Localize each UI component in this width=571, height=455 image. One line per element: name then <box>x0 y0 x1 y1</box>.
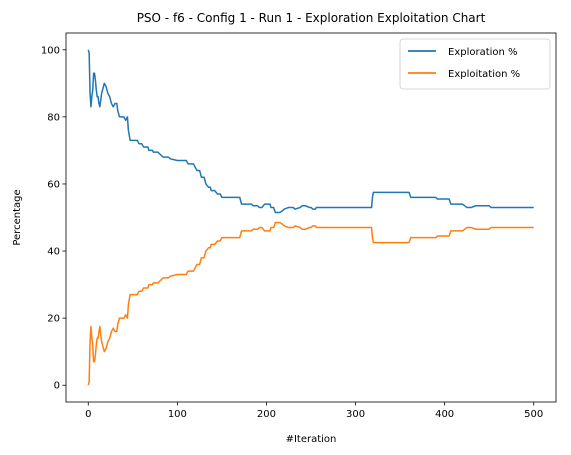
x-tick-label: 100 <box>168 409 187 420</box>
x-tick-label: 500 <box>524 409 543 420</box>
axes <box>65 32 557 403</box>
x-axis-label: #Iteration <box>286 434 337 445</box>
x-tick-label: 200 <box>257 409 276 420</box>
y-tick-label: 20 <box>47 314 60 325</box>
series-line-0 <box>87 49 534 214</box>
plot-area <box>87 49 534 386</box>
x-tick-label: 300 <box>346 409 365 420</box>
legend: Exploration % Exploitation % <box>399 38 551 90</box>
plot-frame <box>65 32 557 403</box>
legend-box <box>399 38 551 90</box>
y-tick-label: 0 <box>54 381 60 392</box>
series-line-1 <box>87 221 534 386</box>
y-tick-label: 80 <box>47 112 60 123</box>
y-axis-label: Percentage <box>12 189 23 245</box>
legend-label-1: Exploitation % <box>448 69 520 80</box>
x-tick-label: 0 <box>85 409 91 420</box>
ticks: 0 100 200 300 400 500 0 20 40 60 80 100 <box>41 45 543 420</box>
y-tick-label: 40 <box>47 247 60 258</box>
y-tick-label: 60 <box>47 179 60 190</box>
legend-label-0: Exploration % <box>448 47 518 58</box>
chart-title: PSO - f6 - Config 1 - Run 1 - Exploratio… <box>137 11 486 25</box>
y-tick-label: 100 <box>41 45 60 56</box>
x-tick-label: 400 <box>435 409 454 420</box>
